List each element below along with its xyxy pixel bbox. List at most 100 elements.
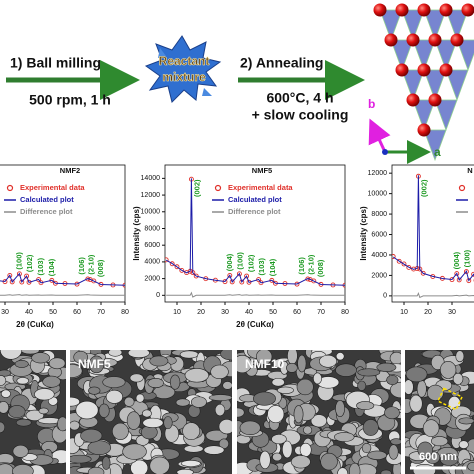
particle	[335, 363, 357, 377]
plot-frame	[164, 164, 346, 303]
particle	[31, 352, 50, 364]
particle	[0, 421, 6, 434]
particle	[259, 450, 271, 470]
particle	[296, 378, 314, 396]
particle	[405, 366, 428, 383]
legend-symbol	[214, 184, 222, 192]
y-tick-label: 4000	[371, 252, 387, 259]
panel-title: NMF2	[60, 166, 80, 175]
particle	[88, 386, 101, 395]
data-point	[239, 279, 245, 285]
data-point	[227, 272, 233, 278]
y-tick-label: 12000	[141, 192, 161, 199]
step2: 2) Annealing	[240, 55, 324, 71]
particle	[75, 400, 99, 420]
particle	[149, 456, 170, 474]
peak-label: (100)	[463, 249, 472, 267]
plot-frame	[0, 164, 126, 303]
x-tick-label: 80	[341, 309, 349, 316]
octahedron	[423, 9, 447, 42]
particle	[439, 453, 459, 466]
particle	[253, 391, 276, 406]
octahedron	[434, 39, 458, 72]
x-axis-label: 2θ (CuKα)	[236, 320, 274, 329]
y-tick-label: 0	[156, 292, 160, 299]
y-tick-label: 8000	[144, 225, 160, 232]
particle	[335, 400, 345, 418]
particle	[303, 425, 313, 435]
data-line	[166, 291, 345, 298]
particle	[334, 432, 355, 442]
legend-symbol	[6, 184, 14, 192]
x-tick-label: 70	[97, 309, 105, 316]
particle	[405, 379, 414, 395]
particle	[42, 375, 61, 388]
particle	[271, 377, 285, 387]
y-tick-label: 4000	[144, 259, 160, 266]
particle	[176, 468, 194, 474]
octahedron	[401, 9, 425, 42]
particle	[409, 394, 423, 413]
particle	[147, 378, 164, 389]
atom	[417, 63, 431, 77]
data-point	[406, 264, 412, 270]
particle	[191, 396, 207, 408]
particle	[70, 364, 83, 378]
x-tick-label: 20	[197, 309, 205, 316]
axis-a: a	[434, 145, 441, 159]
panel-title: N	[467, 166, 472, 175]
particle	[126, 411, 141, 430]
x-tick-label: 30	[448, 309, 456, 316]
highlight-box	[436, 387, 464, 411]
particle	[152, 385, 176, 399]
y-tick-label: 10000	[141, 209, 161, 216]
legend-label: Calculated plot	[20, 195, 74, 204]
data-point	[16, 271, 22, 277]
atom	[384, 33, 398, 47]
legend-label: Difference plot	[20, 207, 73, 216]
y-tick-label: 2000	[144, 275, 160, 282]
particle	[297, 354, 307, 373]
y-tick-label: 14000	[141, 175, 161, 182]
particle	[130, 459, 149, 474]
particle	[256, 350, 273, 365]
data-point	[236, 271, 242, 277]
peak-label: (104)	[47, 258, 56, 276]
data-point	[454, 271, 460, 277]
peak-label: (008)	[316, 259, 325, 277]
particle	[458, 417, 474, 425]
peak-label: (004)	[225, 253, 234, 271]
particle	[313, 372, 322, 385]
particle	[0, 375, 7, 386]
particle	[208, 394, 232, 401]
octahedron	[379, 9, 403, 42]
particle	[175, 398, 190, 407]
particle	[149, 355, 169, 367]
data-point	[19, 279, 25, 285]
octahedron	[445, 9, 469, 42]
x-tick-label: 40	[25, 309, 33, 316]
peak-label: (2-10)	[86, 254, 95, 275]
atom	[428, 93, 442, 107]
particle	[367, 450, 387, 460]
sem-panel	[405, 350, 474, 474]
particle	[48, 357, 66, 370]
data-point	[392, 254, 396, 259]
sem-panel	[0, 350, 66, 474]
data-line	[393, 291, 474, 299]
particle	[16, 377, 29, 385]
particle	[129, 373, 144, 383]
plot-area	[165, 176, 345, 298]
scale-bar-label: 600 nm	[419, 451, 457, 463]
x-tick-label: 10	[400, 309, 408, 316]
particle	[239, 420, 261, 436]
particle	[70, 396, 80, 407]
x-tick-label: 10	[173, 309, 181, 316]
peak-label: (103)	[36, 257, 45, 275]
particle	[142, 409, 152, 418]
atom	[417, 3, 431, 17]
peak-label: (004)	[452, 251, 461, 269]
particle	[0, 350, 23, 360]
particle	[142, 417, 164, 429]
particle	[348, 462, 361, 474]
